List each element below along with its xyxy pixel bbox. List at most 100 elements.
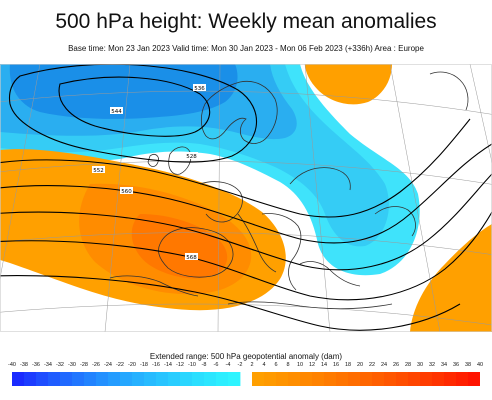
colorbar-positive-segment bbox=[432, 372, 445, 386]
colorbar-positive-segment bbox=[324, 372, 337, 386]
colorbar-negative-segment bbox=[36, 372, 49, 386]
chart-subtitle: Base time: Mon 23 Jan 2023 Valid time: M… bbox=[68, 44, 424, 53]
colorbar-negative-segment bbox=[108, 372, 121, 386]
colorbar-tick-label: 34 bbox=[440, 362, 448, 368]
legend-title: Extended range: 500 hPa geopotential ano… bbox=[149, 352, 343, 361]
contour-label: 560 bbox=[120, 187, 133, 195]
svg-text:528: 528 bbox=[186, 154, 197, 160]
svg-text:568: 568 bbox=[186, 255, 197, 261]
colorbar-positive-segment bbox=[312, 372, 325, 386]
colorbar-tick-label: 16 bbox=[332, 362, 340, 368]
colorbar-negative-segment bbox=[204, 372, 217, 386]
colorbar-positive-segment bbox=[372, 372, 385, 386]
colorbar-positive-segment bbox=[276, 372, 289, 386]
colorbar-tick-label: -24 bbox=[104, 362, 112, 368]
colorbar-negative-segment bbox=[180, 372, 193, 386]
svg-text:560: 560 bbox=[121, 189, 132, 195]
colorbar-negative-segment bbox=[60, 372, 73, 386]
colorbar-tick-label: -4 bbox=[225, 362, 231, 368]
colorbar-negative-segment bbox=[228, 372, 241, 386]
colorbar-negative-segment bbox=[132, 372, 145, 386]
positive-anomaly-northeast bbox=[305, 64, 392, 105]
colorbar-negative-segment bbox=[48, 372, 61, 386]
colorbar-positive-segment bbox=[444, 372, 457, 386]
colorbar-tick-label: 26 bbox=[392, 362, 400, 368]
colorbar-tick-label: -26 bbox=[92, 362, 100, 368]
colorbar-tick-label: -8 bbox=[201, 362, 207, 368]
colorbar-tick-label: -36 bbox=[32, 362, 40, 368]
positive-anomaly-southeast bbox=[410, 224, 492, 332]
colorbar-tick-label: -30 bbox=[68, 362, 76, 368]
colorbar-tick-label: 20 bbox=[356, 362, 364, 368]
contour-label: 544 bbox=[110, 107, 123, 115]
contour-label: 536 bbox=[193, 84, 206, 92]
chart-title: 500 hPa height: Weekly mean anomalies bbox=[55, 10, 437, 33]
colorbar-tick-label: 18 bbox=[344, 362, 352, 368]
colorbar-negative-segment bbox=[156, 372, 169, 386]
colorbar-negative-segment bbox=[144, 372, 157, 386]
contour-label: 552 bbox=[92, 166, 105, 174]
svg-text:536: 536 bbox=[194, 86, 205, 92]
colorbar-negative-segment bbox=[192, 372, 205, 386]
contour-labels: 528 536 544 552 560 568 bbox=[92, 84, 206, 261]
colorbar-positive-segment bbox=[408, 372, 421, 386]
colorbar-positive-segment bbox=[384, 372, 397, 386]
colorbar-positive-segment bbox=[264, 372, 277, 386]
colorbar-negative-segment bbox=[168, 372, 181, 386]
colorbar-tick-label: -22 bbox=[116, 362, 124, 368]
colorbar-tick-label: 14 bbox=[320, 362, 328, 368]
colorbar-tick-label: -2 bbox=[237, 362, 243, 368]
colorbar bbox=[12, 372, 480, 386]
colorbar-tick-label: -6 bbox=[213, 362, 219, 368]
colorbar-positive-segment bbox=[468, 372, 480, 386]
colorbar-tick-label: -16 bbox=[152, 362, 160, 368]
colorbar-tick-label: 4 bbox=[262, 362, 266, 368]
colorbar-tick-label: -10 bbox=[188, 362, 196, 368]
colorbar-positive-segment bbox=[288, 372, 301, 386]
contour-label: 568 bbox=[185, 253, 198, 261]
svg-text:552: 552 bbox=[93, 168, 104, 174]
colorbar-positive-segment bbox=[420, 372, 433, 386]
colorbar-negative-segment bbox=[120, 372, 133, 386]
colorbar-negative-segment bbox=[72, 372, 85, 386]
colorbar-tick-label: 10 bbox=[296, 362, 304, 368]
colorbar-tick-label: 38 bbox=[464, 362, 472, 368]
colorbar-tick-label: -18 bbox=[140, 362, 148, 368]
colorbar-tick-label: 8 bbox=[286, 362, 290, 368]
colorbar-positive-segment bbox=[396, 372, 409, 386]
colorbar-tick-label: 30 bbox=[416, 362, 424, 368]
anomaly-map: 528 536 544 552 560 568 bbox=[0, 64, 492, 332]
coastlines bbox=[109, 71, 469, 310]
colorbar-tick-label: 40 bbox=[476, 362, 484, 368]
svg-text:544: 544 bbox=[111, 109, 122, 115]
colorbar-positive-segment bbox=[252, 372, 265, 386]
colorbar-tick-label: 28 bbox=[404, 362, 412, 368]
colorbar-negative-segment bbox=[216, 372, 229, 386]
colorbar-positive-segment bbox=[456, 372, 469, 386]
colorbar-negative-segment bbox=[24, 372, 37, 386]
colorbar-tick-label: -38 bbox=[20, 362, 28, 368]
colorbar-positive-segment bbox=[336, 372, 349, 386]
colorbar-tick-label: 22 bbox=[368, 362, 376, 368]
contour-label: 528 bbox=[185, 152, 198, 160]
legend-ticks: -40 -38 -36 -34 -32 -30 -28 -26 -24 -22 -20 -18 -16-… bbox=[8, 362, 484, 371]
positive-anomaly-dark bbox=[131, 214, 228, 279]
colorbar-tick-label: -20 bbox=[128, 362, 136, 368]
colorbar-negative-segment bbox=[12, 372, 25, 386]
colorbar-tick-label: 36 bbox=[452, 362, 460, 368]
colorbar-tick-label: 2 bbox=[250, 362, 254, 368]
colorbar-tick-label: 32 bbox=[428, 362, 436, 368]
colorbar-tick-label: -40 bbox=[8, 362, 16, 368]
colorbar-negative-segment bbox=[84, 372, 97, 386]
colorbar-positive-segment bbox=[348, 372, 361, 386]
colorbar-tick-label: -14 bbox=[164, 362, 172, 368]
negative-anomaly-dark bbox=[9, 64, 238, 119]
height-contours bbox=[0, 64, 492, 331]
colorbar-positive-segment bbox=[360, 372, 373, 386]
colorbar-tick-label: -12 bbox=[176, 362, 184, 368]
graticule bbox=[0, 64, 492, 332]
colorbar-tick-label: -32 bbox=[56, 362, 64, 368]
colorbar-tick-label: 24 bbox=[380, 362, 388, 368]
colorbar-tick-label: 12 bbox=[308, 362, 316, 368]
colorbar-tick-label: 6 bbox=[274, 362, 278, 368]
